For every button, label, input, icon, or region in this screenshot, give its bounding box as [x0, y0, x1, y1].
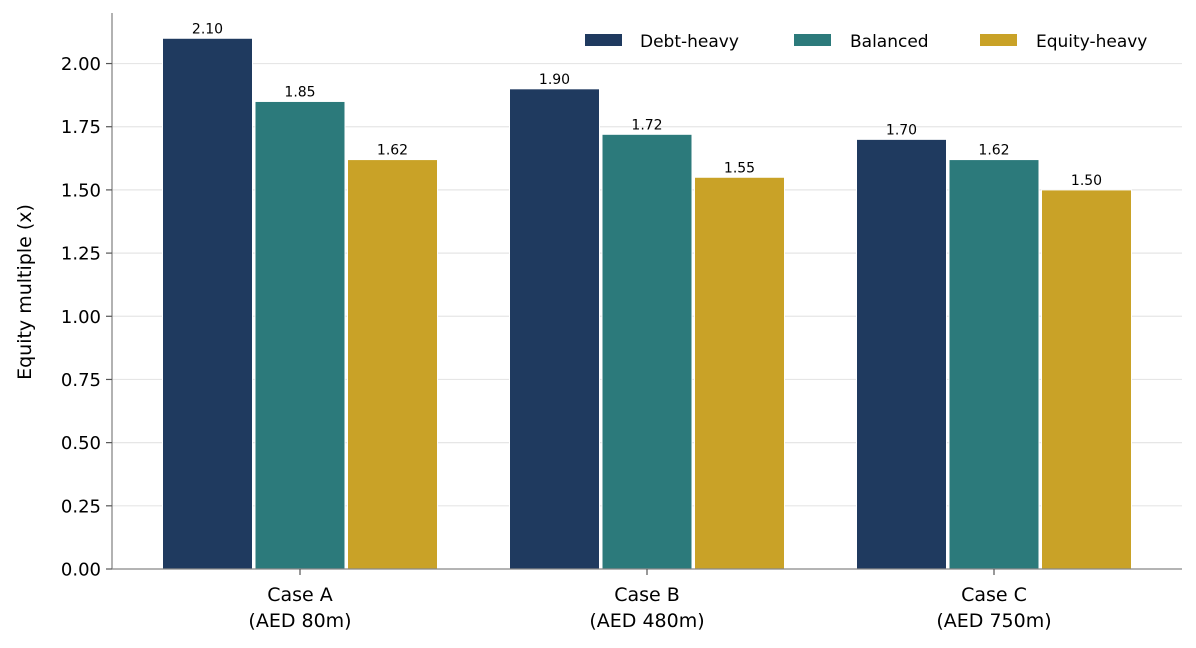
- data-label: 1.90: [539, 72, 570, 88]
- bar: [162, 37, 253, 570]
- bar: [601, 133, 693, 570]
- x-tick-label: Case A: [267, 584, 333, 606]
- data-label: 1.55: [724, 160, 755, 176]
- y-axis-title: Equity multiple (x): [14, 204, 36, 380]
- y-tick-label: 1.50: [61, 180, 101, 201]
- legend: Debt-heavy Balanced Equity-heavy: [585, 32, 1147, 52]
- data-label: 2.10: [192, 21, 223, 37]
- data-label: 1.72: [631, 117, 662, 133]
- data-label: 1.62: [377, 143, 408, 159]
- legend-swatch: [585, 34, 622, 46]
- legend-label: Debt-heavy: [640, 32, 739, 52]
- y-tick-label: 1.75: [61, 117, 101, 138]
- legend-swatch: [794, 34, 831, 46]
- y-tick-label: 2.00: [61, 54, 101, 75]
- bar: [948, 159, 1040, 570]
- legend-label: Balanced: [850, 32, 929, 52]
- data-label: 1.50: [1071, 173, 1102, 189]
- data-label: 1.62: [978, 143, 1009, 159]
- bar: [509, 88, 600, 570]
- ticks-layer: 0.00 0.25 0.50 0.75 1.00 1.25 1.50 1.75 2.00 Case…: [61, 54, 1052, 632]
- y-tick-label: 0.25: [61, 496, 101, 517]
- bar: [856, 138, 947, 570]
- bar: [254, 100, 346, 570]
- y-tick-label: 0.50: [61, 433, 101, 454]
- x-tick-label: (AED 750m): [936, 610, 1051, 632]
- bar: [347, 159, 438, 570]
- x-tick-label: Case B: [614, 584, 680, 606]
- bar: [694, 176, 785, 570]
- data-label: 1.70: [886, 122, 917, 138]
- bars-layer: [162, 37, 1132, 570]
- x-tick-label: Case C: [961, 584, 1027, 606]
- y-tick-label: 1.25: [61, 244, 101, 265]
- x-tick-label: (AED 80m): [248, 610, 351, 632]
- labels-layer: 2.10 1.85 1.62 1.90 1.72 1.55 1.70 1.62 1.50: [192, 21, 1102, 189]
- legend-swatch: [980, 34, 1017, 46]
- y-tick-label: 0.00: [61, 560, 101, 581]
- y-tick-label: 1.00: [61, 307, 101, 328]
- y-tick-label: 0.75: [61, 370, 101, 391]
- bar: [1041, 189, 1132, 570]
- data-label: 1.85: [284, 84, 315, 100]
- legend-label: Equity-heavy: [1036, 32, 1147, 52]
- x-tick-label: (AED 480m): [589, 610, 704, 632]
